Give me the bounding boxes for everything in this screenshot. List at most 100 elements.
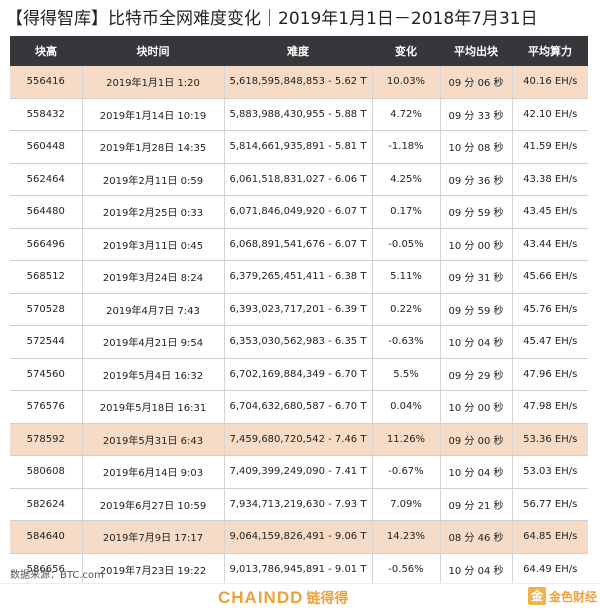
cell-change: 4.72% bbox=[372, 98, 441, 131]
cell-avg-block-time: 09 分 31 秒 bbox=[440, 260, 513, 294]
cell-block-time: 2019年6月14日 9:03 bbox=[82, 455, 225, 489]
cell-block-height: 584640 bbox=[10, 520, 83, 554]
column-header-avg-block-time: 平均出块 bbox=[440, 36, 512, 66]
cell-change: 5.11% bbox=[372, 260, 441, 294]
cell-change: 11.26% bbox=[372, 423, 441, 456]
table-row: 562464 2019年2月11日 0:59 6,061,518,831,027 -… bbox=[10, 163, 588, 196]
cell-avg-hashrate: 53.36 EH/s bbox=[512, 423, 588, 456]
cell-avg-block-time: 09 分 00 秒 bbox=[440, 423, 513, 456]
table-row: 566496 2019年3月11日 0:45 6,068,891,541,676 -… bbox=[10, 228, 588, 261]
column-header-change: 变化 bbox=[372, 36, 440, 66]
cell-difficulty: 6,353,030,562,983 - 6.35 T bbox=[224, 325, 373, 359]
cell-block-height: 582624 bbox=[10, 488, 83, 521]
logo-text-cn: 链得得 bbox=[306, 591, 349, 607]
column-header-difficulty: 难度 bbox=[224, 36, 372, 66]
cell-change: 4.25% bbox=[372, 163, 441, 196]
cell-change: -1.18% bbox=[372, 130, 441, 164]
cell-change: -0.63% bbox=[372, 325, 441, 359]
cell-block-height: 574560 bbox=[10, 358, 83, 391]
cell-block-height: 576576 bbox=[10, 390, 83, 424]
cell-avg-block-time: 09 分 59 秒 bbox=[440, 293, 513, 326]
cell-avg-hashrate: 40.16 EH/s bbox=[512, 66, 588, 99]
cell-block-height: 572544 bbox=[10, 325, 83, 359]
cell-avg-block-time: 09 分 21 秒 bbox=[440, 488, 513, 521]
cell-difficulty: 5,814,661,935,891 - 5.81 T bbox=[224, 130, 373, 164]
cell-difficulty: 6,071,846,049,920 - 6.07 T bbox=[224, 195, 373, 229]
cell-avg-block-time: 09 分 33 秒 bbox=[440, 98, 513, 131]
cell-block-time: 2019年5月31日 6:43 bbox=[82, 423, 225, 456]
cell-avg-hashrate: 45.47 EH/s bbox=[512, 325, 588, 359]
cell-avg-block-time: 10 分 08 秒 bbox=[440, 130, 513, 164]
cell-block-height: 566496 bbox=[10, 228, 83, 261]
cell-change: -0.56% bbox=[372, 553, 441, 586]
cell-change: 10.03% bbox=[372, 66, 441, 99]
cell-avg-block-time: 09 分 29 秒 bbox=[440, 358, 513, 391]
column-header-block-time: 块时间 bbox=[82, 36, 224, 66]
cell-avg-hashrate: 45.76 EH/s bbox=[512, 293, 588, 326]
table-header-row: 块高 块时间 难度 变化 平均出块 平均算力 bbox=[10, 36, 588, 66]
cell-difficulty: 6,068,891,541,676 - 6.07 T bbox=[224, 228, 373, 261]
table-row: 580608 2019年6月14日 9:03 7,409,399,249,090 -… bbox=[10, 455, 588, 489]
cell-difficulty: 9,064,159,826,491 - 9.06 T bbox=[224, 520, 373, 554]
cell-block-time: 2019年3月11日 0:45 bbox=[82, 228, 225, 261]
cell-avg-hashrate: 53.03 EH/s bbox=[512, 455, 588, 489]
cell-difficulty: 6,704,632,680,587 - 6.70 T bbox=[224, 390, 373, 424]
cell-block-height: 564480 bbox=[10, 195, 83, 229]
table-row: 570528 2019年4月7日 7:43 6,393,023,717,201 - … bbox=[10, 293, 588, 326]
cell-avg-block-time: 10 分 00 秒 bbox=[440, 228, 513, 261]
watermark-icon: 金 bbox=[528, 587, 546, 605]
cell-difficulty: 7,459,680,720,542 - 7.46 T bbox=[224, 423, 373, 456]
cell-block-height: 568512 bbox=[10, 260, 83, 294]
difficulty-table: 块高 块时间 难度 变化 平均出块 平均算力 556416 2019年1月1日 1… bbox=[10, 36, 588, 586]
cell-block-time: 2019年5月4日 16:32 bbox=[82, 358, 225, 391]
cell-block-height: 558432 bbox=[10, 98, 83, 131]
cell-block-time: 2019年1月28日 14:35 bbox=[82, 130, 225, 164]
column-header-block-height: 块高 bbox=[10, 36, 82, 66]
cell-avg-block-time: 09 分 59 秒 bbox=[440, 195, 513, 229]
table-row: 572544 2019年4月21日 9:54 6,353,030,562,983 -… bbox=[10, 325, 588, 359]
table-row: 574560 2019年5月4日 16:32 6,702,169,884,349 -… bbox=[10, 358, 588, 391]
cell-block-time: 2019年2月11日 0:59 bbox=[82, 163, 225, 196]
cell-avg-hashrate: 47.96 EH/s bbox=[512, 358, 588, 391]
cell-block-time: 2019年3月24日 8:24 bbox=[82, 260, 225, 294]
cell-difficulty: 5,618,595,848,853 - 5.62 T bbox=[224, 66, 373, 99]
table-row: 564480 2019年2月25日 0:33 6,071,846,049,920 -… bbox=[10, 195, 588, 229]
cell-change: 0.17% bbox=[372, 195, 441, 229]
table-row: 576576 2019年5月18日 16:31 6,704,632,680,587 … bbox=[10, 390, 588, 424]
cell-avg-hashrate: 56.77 EH/s bbox=[512, 488, 588, 521]
jinse-watermark: 金 金色财经 bbox=[528, 587, 597, 605]
cell-avg-hashrate: 43.45 EH/s bbox=[512, 195, 588, 229]
table-row: 560448 2019年1月28日 14:35 5,814,661,935,891 … bbox=[10, 130, 588, 164]
cell-change: 7.09% bbox=[372, 488, 441, 521]
cell-avg-hashrate: 47.98 EH/s bbox=[512, 390, 588, 424]
cell-avg-block-time: 10 分 04 秒 bbox=[440, 553, 513, 586]
cell-avg-block-time: 09 分 36 秒 bbox=[440, 163, 513, 196]
cell-difficulty: 9,013,786,945,891 - 9.01 T bbox=[224, 553, 373, 586]
cell-change: 0.22% bbox=[372, 293, 441, 326]
cell-difficulty: 7,409,399,249,090 - 7.41 T bbox=[224, 455, 373, 489]
column-header-avg-hashrate: 平均算力 bbox=[512, 36, 588, 66]
footer: CHAINDD 链得得 金 金色财经 bbox=[0, 583, 600, 611]
table-row: 556416 2019年1月1日 1:20 5,618,595,848,853 - … bbox=[10, 66, 588, 99]
cell-avg-hashrate: 64.85 EH/s bbox=[512, 520, 588, 554]
cell-block-time: 2019年4月7日 7:43 bbox=[82, 293, 225, 326]
table-body: 556416 2019年1月1日 1:20 5,618,595,848,853 - … bbox=[10, 66, 588, 586]
table-row: 558432 2019年1月14日 10:19 5,883,988,430,955 … bbox=[10, 98, 588, 131]
cell-avg-hashrate: 43.44 EH/s bbox=[512, 228, 588, 261]
cell-avg-block-time: 10 分 00 秒 bbox=[440, 390, 513, 424]
cell-change: -0.05% bbox=[372, 228, 441, 261]
cell-avg-block-time: 08 分 46 秒 bbox=[440, 520, 513, 554]
cell-difficulty: 6,702,169,884,349 - 6.70 T bbox=[224, 358, 373, 391]
cell-block-height: 580608 bbox=[10, 455, 83, 489]
cell-change: 0.04% bbox=[372, 390, 441, 424]
cell-block-time: 2019年7月9日 17:17 bbox=[82, 520, 225, 554]
cell-avg-hashrate: 64.49 EH/s bbox=[512, 553, 588, 586]
table-row: 578592 2019年5月31日 6:43 7,459,680,720,542 -… bbox=[10, 423, 588, 456]
cell-difficulty: 5,883,988,430,955 - 5.88 T bbox=[224, 98, 373, 131]
watermark-text: 金色财经 bbox=[549, 589, 598, 604]
table-row: 568512 2019年3月24日 8:24 6,379,265,451,411 -… bbox=[10, 260, 588, 294]
logo-text-en: CHAINDD bbox=[218, 588, 304, 607]
cell-change: 14.23% bbox=[372, 520, 441, 554]
cell-block-height: 586656 bbox=[10, 553, 83, 586]
cell-block-height: 578592 bbox=[10, 423, 83, 456]
